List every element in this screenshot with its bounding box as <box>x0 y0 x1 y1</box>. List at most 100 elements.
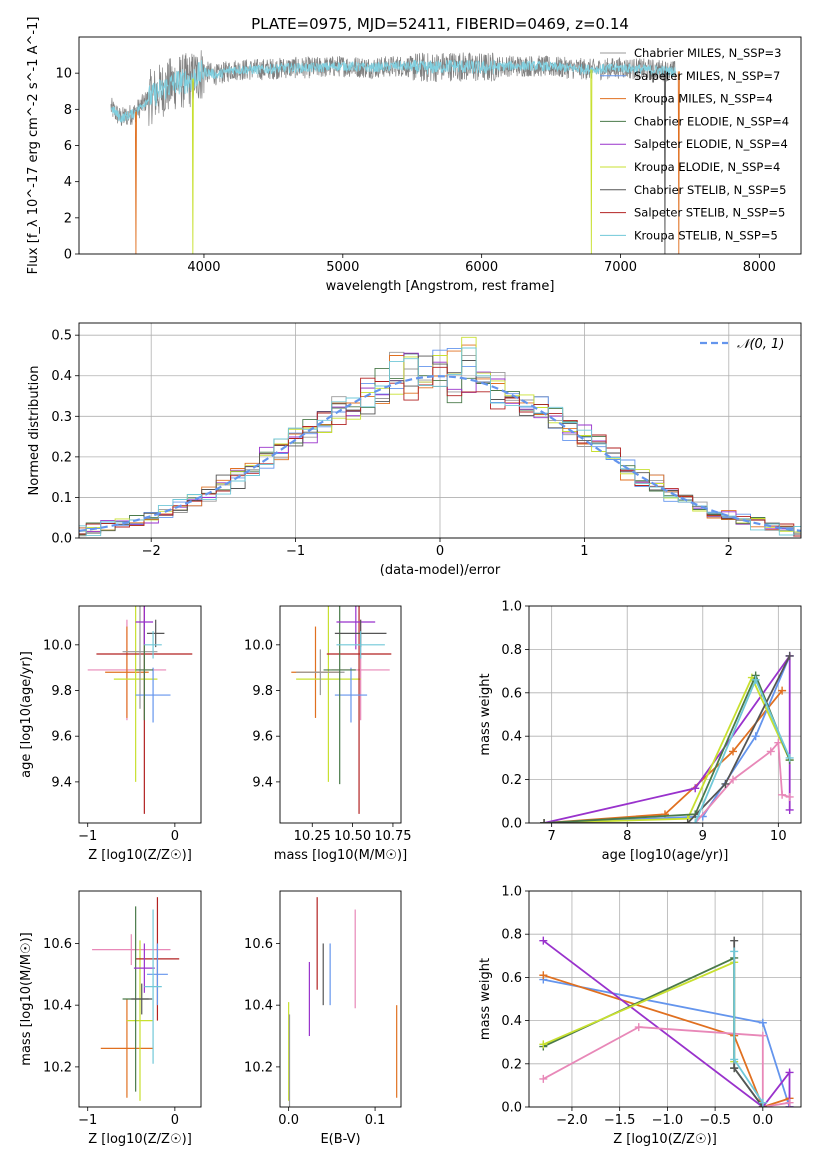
weight-marker <box>683 819 692 823</box>
weight-series-line <box>542 1026 790 1107</box>
y-axis-label: age [log10(age/yr)] <box>19 651 34 778</box>
y-tick-label: 0.2 <box>501 1057 522 1072</box>
y-tick-label: 0.6 <box>501 971 522 986</box>
errorbar-point <box>296 606 361 782</box>
errorbar-point <box>122 606 158 709</box>
x-tick-label: 7000 <box>604 260 637 275</box>
x-tick-label: 6000 <box>465 260 498 275</box>
weight-marker <box>730 936 739 945</box>
y-tick-label: 10.2 <box>244 1060 273 1075</box>
y-tick-label: 10 <box>55 67 72 82</box>
x-tick-label: −0.5 <box>699 1113 731 1128</box>
y-tick-label: 4 <box>64 175 72 190</box>
weight-marker <box>730 947 739 956</box>
y-tick-label: 6 <box>64 139 72 154</box>
legend-entry: Chabrier STELIB, N_SSP=5 <box>634 183 786 197</box>
axes-frame <box>78 605 202 824</box>
errorbar-point <box>113 606 158 782</box>
normal-curve-line <box>79 375 801 532</box>
errorbar-point <box>146 943 168 1006</box>
histogram-step-series <box>79 366 801 537</box>
weight-marker <box>766 747 775 756</box>
weight-marker <box>721 779 730 788</box>
y-tick-label: 0.8 <box>501 643 522 658</box>
plot-area <box>540 651 794 823</box>
weight-marker <box>661 810 669 819</box>
legend-entry: Kroupa ELODIE, N_SSP=4 <box>634 160 780 174</box>
y-tick-label: 0.8 <box>501 928 522 943</box>
weight-series-line <box>733 951 764 1104</box>
masked-dropout-line <box>191 78 194 254</box>
weight-marker <box>691 784 700 793</box>
x-axis-label: mass [log10(M/M☉)] <box>274 848 407 863</box>
y-tick-label: 1.0 <box>501 885 522 900</box>
errorbar-point <box>296 649 345 696</box>
y-tick-label: 10.4 <box>43 999 72 1014</box>
legend-entry: Chabrier ELODIE, N_SSP=4 <box>634 114 789 128</box>
x-tick-label: 7 <box>548 829 556 844</box>
legend-entry: Salpeter ELODIE, N_SSP=4 <box>634 137 788 151</box>
x-axis-label: wavelength [Angstrom, rest frame] <box>326 279 555 294</box>
legend-entry: Salpeter MILES, N_SSP=7 <box>634 69 780 83</box>
y-tick-label: 10.2 <box>43 1060 72 1075</box>
errorbar-point <box>126 940 154 1101</box>
figure-title: PLATE=0975, MJD=52411, FIBERID=0469, z=0… <box>251 15 629 33</box>
x-tick-label: 8000 <box>743 260 776 275</box>
weight-series-line <box>544 675 791 823</box>
y-tick-label: 9.4 <box>252 775 273 790</box>
x-tick-label: 2 <box>725 544 733 559</box>
weight-series-line <box>544 673 791 823</box>
x-axis-label: Z [log10(Z/Z☉)] <box>613 1132 717 1147</box>
errorbar-point <box>336 631 385 659</box>
y-tick-label: 0.5 <box>51 329 72 344</box>
axes-frame <box>279 605 402 824</box>
y-tick-label: 9.6 <box>51 730 72 745</box>
weight-vs-metallicity-panel: −2.0 −1.5 −1.0 −0.5 0.0 0.0 0.2 0.4 0.6 0.8 1.0 Z [… <box>478 885 802 1147</box>
errorbar-point <box>105 626 149 718</box>
y-axis-label: mass weight <box>478 673 493 755</box>
x-axis-label: Z [log10(Z/Z☉)] <box>88 848 192 863</box>
age-vs-mass-panel: 10.25 10.50 10.75 9.4 9.6 9.8 10.0 mass [log10(… <box>244 605 412 863</box>
axes-frame <box>78 890 202 1108</box>
weight-marker <box>539 936 548 945</box>
legend-entry: Kroupa STELIB, N_SSP=5 <box>634 228 778 242</box>
weight-marker <box>758 1018 767 1027</box>
legend-entry: Salpeter STELIB, N_SSP=5 <box>634 206 785 220</box>
x-tick-label: 10.75 <box>374 829 411 844</box>
x-tick-label: 5000 <box>326 260 359 275</box>
y-tick-label: 0.4 <box>51 369 72 384</box>
y-tick-label: 10.4 <box>244 999 273 1014</box>
plot-area <box>87 606 193 814</box>
y-tick-label: 0.6 <box>501 686 522 701</box>
weight-series-line <box>543 974 790 1107</box>
masked-dropout-line <box>663 70 666 254</box>
errorbar-point <box>326 606 392 814</box>
x-tick-label: 10 <box>770 829 787 844</box>
weight-marker <box>751 732 760 741</box>
y-tick-label: 9.8 <box>252 684 273 699</box>
histogram-step-series <box>79 347 801 537</box>
weight-marker <box>539 971 548 980</box>
weight-series-line <box>544 690 783 823</box>
axes-frame <box>279 890 402 1108</box>
x-tick-label: 10.50 <box>334 829 371 844</box>
mass-vs-ebv-panel: 0.0 0.1 10.2 10.4 10.6 E(B-V) <box>244 890 402 1147</box>
x-tick-label: 0.0 <box>278 1113 299 1128</box>
model-spectrum-line <box>110 59 677 123</box>
plot-area <box>110 50 680 254</box>
weight-series-line <box>542 939 791 1107</box>
weight-marker <box>758 1098 767 1107</box>
x-tick-label: 9 <box>699 829 707 844</box>
y-tick-label: 9.4 <box>51 775 72 790</box>
weight-marker <box>785 651 794 660</box>
weight-marker <box>778 790 787 799</box>
y-axis-label: mass weight <box>478 958 493 1040</box>
y-tick-label: 2 <box>64 211 72 226</box>
errorbar-point <box>131 983 153 1015</box>
x-axis-label: E(B-V) <box>320 1132 360 1147</box>
age-vs-metallicity-panel: −1 0 9.4 9.6 9.8 10.0 Z [log10(Z/Z☉)] age [log1… <box>19 605 202 863</box>
y-tick-label: 9.6 <box>252 730 273 745</box>
weight-marker <box>785 1098 794 1107</box>
y-tick-label: 10.0 <box>43 638 72 653</box>
x-axis-label: age [log10(age/yr)] <box>602 848 729 863</box>
